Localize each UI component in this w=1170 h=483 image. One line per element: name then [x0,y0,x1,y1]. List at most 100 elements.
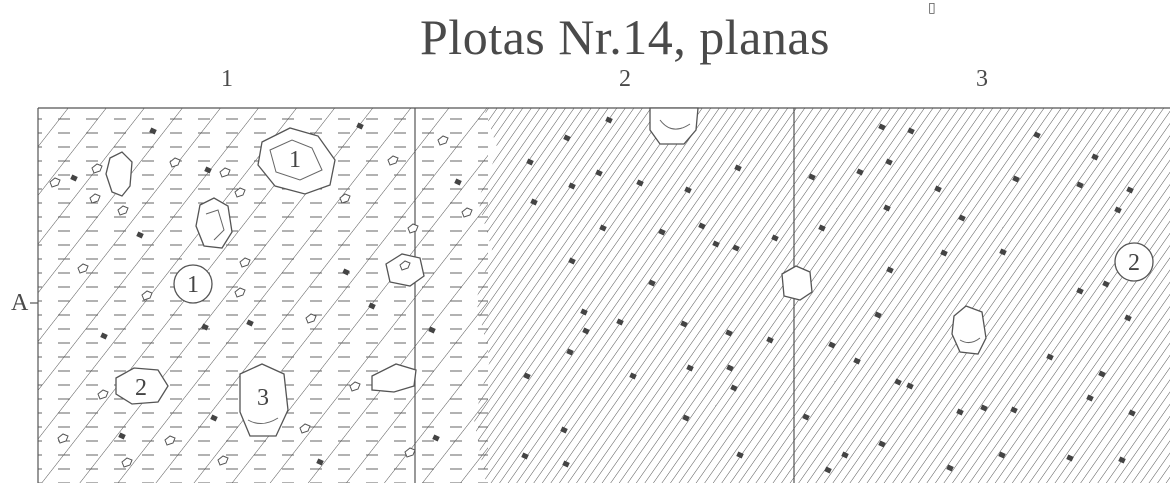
inclusion-speck [906,382,914,390]
inclusion-speck [680,320,688,328]
stone [649,107,699,145]
inclusion-speck [605,116,613,124]
inclusion-speck [698,222,706,230]
pebble [349,381,361,392]
inclusion-speck [204,166,212,174]
inclusion-speck [730,384,738,392]
inclusion-speck [580,308,588,316]
pebble [239,257,251,268]
row-label-a: A [11,290,29,316]
pebble [121,457,133,468]
pebble [407,223,419,234]
pebble [169,157,181,168]
inclusion-speck [1012,175,1020,183]
inclusion-speck [894,378,902,386]
pebble [89,193,101,204]
pebble [219,167,231,178]
stone [781,265,813,301]
inclusion-speck [521,452,529,460]
inclusion-speck [599,224,607,232]
inclusion-speck [734,164,742,172]
pebble [437,135,449,146]
stone-outline [269,139,323,181]
stone [385,253,425,287]
inclusion-speck [1010,406,1018,414]
pebble [305,313,317,324]
inclusion-speck [523,372,531,380]
inclusion-speck [766,336,774,344]
inclusion-speck [841,451,849,459]
inclusion-speck [1086,394,1094,402]
pebble [387,155,399,166]
inclusion-speck [636,179,644,187]
pebble [97,389,109,400]
inclusion-speck [246,319,254,327]
inclusion-speck [201,323,209,331]
pebble [117,205,129,216]
inclusion-speck [853,357,861,365]
stone [239,363,289,437]
column-label-1: 1 [221,66,233,92]
inclusion-speck [736,451,744,459]
inclusion-speck [732,244,740,252]
pebble [399,260,411,271]
inclusion-speck [1098,370,1106,378]
pebble [461,207,473,218]
inclusion-speck [70,174,78,182]
inclusion-speck [562,460,570,468]
inclusion-speck [802,413,810,421]
stone-label: 2 [1128,250,1140,276]
inclusion-speck [566,348,574,356]
stone [195,197,233,249]
inclusion-speck [1114,206,1122,214]
inclusion-speck [886,266,894,274]
inclusion-speck [1046,353,1054,361]
inclusion-speck [885,158,893,166]
stone-outline [247,417,279,424]
inclusion-speck [883,204,891,212]
inclusion-speck [771,234,779,242]
inclusion-speck [342,268,350,276]
inclusion-speck [100,332,108,340]
inclusion-speck [1102,280,1110,288]
stone [257,127,336,195]
pebble [164,435,176,446]
pebble [339,193,351,204]
inclusion-speck [568,257,576,265]
stone [105,151,133,197]
pebble [234,187,246,198]
inclusion-speck [560,426,568,434]
inclusion-speck [828,341,836,349]
inclusion-speck [725,329,733,337]
inclusion-speck [1033,131,1041,139]
inclusion-speck [582,327,590,335]
inclusion-speck [629,372,637,380]
inclusion-speck [368,302,376,310]
stone [371,363,417,393]
stone-outline [959,337,981,344]
inclusion-speck [946,464,954,472]
stone [951,305,987,355]
inclusion-speck [808,173,816,181]
inclusion-speck [980,404,988,412]
inclusion-speck [316,458,324,466]
inclusion-speck [998,451,1006,459]
column-label-3: 3 [976,66,988,92]
inclusion-speck [428,326,436,334]
pebble [77,263,89,274]
inclusion-speck [682,414,690,422]
stone-label-circle [173,264,213,304]
inclusion-speck [563,134,571,142]
inclusion-speck [454,178,462,186]
inclusion-speck [616,318,624,326]
corner-glyph-icon: ▯ [928,0,936,16]
inclusion-speck [878,123,886,131]
sand-hatch-zone [474,108,1170,483]
inclusion-speck [958,214,966,222]
inclusion-speck [712,240,720,248]
drawing-title: Plotas Nr.14, planas [420,9,830,65]
inclusion-speck [956,408,964,416]
inclusion-speck [726,364,734,372]
inclusion-speck [686,364,694,372]
